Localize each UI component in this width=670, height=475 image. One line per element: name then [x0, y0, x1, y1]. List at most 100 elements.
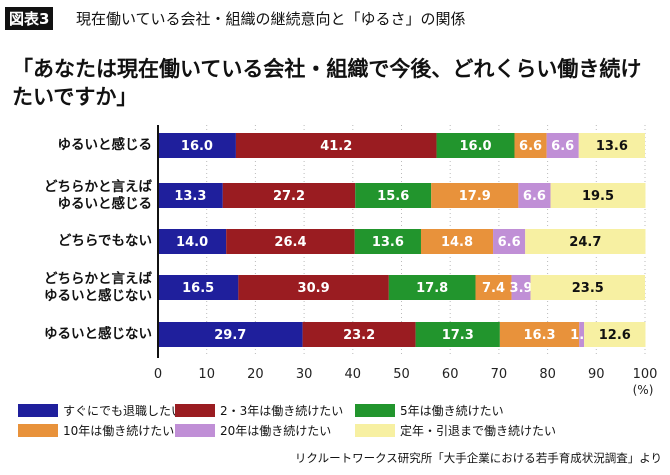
- bar-segment: [222, 183, 356, 208]
- data-label: 16.3: [524, 328, 556, 343]
- bar-segment: [436, 133, 515, 158]
- x-axis-unit: (%): [633, 383, 654, 397]
- data-label: 6.6: [523, 189, 546, 204]
- legend-swatch: [18, 404, 58, 417]
- x-tick-label: 30: [296, 367, 313, 382]
- bar-segment: [493, 229, 526, 254]
- bar-segment: [158, 183, 223, 208]
- data-label: 7.4: [482, 281, 505, 296]
- bar-segment: [475, 275, 512, 300]
- legend-swatch: [355, 424, 395, 437]
- data-label: 27.2: [273, 189, 305, 204]
- bar-segment: [584, 322, 646, 347]
- data-label: 16.0: [181, 139, 213, 154]
- data-label: 6.6: [498, 235, 521, 250]
- bar-segment: [158, 229, 227, 254]
- data-label: 16.0: [459, 139, 491, 154]
- bar-segment: [355, 183, 432, 208]
- bar-segment: [525, 229, 646, 254]
- data-label: 13.3: [174, 189, 206, 204]
- data-label: 17.9: [459, 189, 491, 204]
- legend-swatch: [355, 404, 395, 417]
- bar-segment: [235, 133, 437, 158]
- bar-segment: [546, 133, 579, 158]
- x-tick-label: 50: [393, 367, 410, 382]
- bar-segment: [158, 322, 303, 347]
- x-tick-label: 20: [247, 367, 264, 382]
- bar-segment: [158, 275, 239, 300]
- data-label: 6.6: [551, 139, 574, 154]
- x-tick-label: 90: [588, 367, 605, 382]
- category-label: どちらかと言えば ゆるいと感じる: [44, 178, 152, 212]
- data-label: 41.2: [320, 139, 352, 154]
- legend-label: 20年は働き続けたい: [220, 424, 332, 438]
- data-label: 29.7: [214, 328, 246, 343]
- bar-segment: [354, 229, 421, 254]
- x-tick-label: 80: [539, 367, 556, 382]
- legend-item: 2・3年は働き続けたい: [175, 402, 343, 419]
- data-label: 14.0: [176, 235, 208, 250]
- bar-segment: [518, 183, 551, 208]
- legend-item: 20年は働き続けたい: [175, 422, 331, 439]
- data-label: 3.9: [510, 281, 533, 296]
- legend-label: 5年は働き続けたい: [400, 404, 504, 418]
- data-label: 23.2: [343, 328, 375, 343]
- category-label: どちらかと言えば ゆるいと感じない: [44, 270, 152, 304]
- plot-area: 0 10 20 30 40 50 60 70 80 90 100(%) 16.0 41.2 16.0 6.6…: [154, 125, 658, 397]
- x-tick-label: 70: [491, 367, 508, 382]
- bar-segment: [499, 322, 580, 347]
- bar-segment: [158, 133, 236, 158]
- data-label: 30.9: [298, 281, 330, 296]
- bar-segment: [302, 322, 416, 347]
- bar-segment: [514, 133, 547, 158]
- legend-item: 定年・引退まで働き続けたい: [355, 422, 556, 439]
- bar-segment: [415, 322, 500, 347]
- bar-segment: [511, 275, 531, 300]
- legend-label: すぐにでも退職したい: [63, 404, 184, 418]
- bar-segment: [431, 183, 519, 208]
- bar-segment: [530, 275, 645, 300]
- chart-title: 「あなたは現在働いている会社・組織で今後、どれくらい働き続けたいですか」: [12, 57, 642, 109]
- legend-label: 10年は働き続けたい: [63, 424, 175, 438]
- bar-segment: [388, 275, 476, 300]
- bar-segment: [226, 229, 355, 254]
- legend-item: すぐにでも退職したい: [18, 402, 183, 419]
- category-label: ゆるいと感じる: [57, 137, 153, 153]
- data-label: 14.8: [441, 235, 473, 250]
- data-label: 26.4: [274, 235, 306, 250]
- bar-segment: [420, 229, 494, 254]
- data-label: 13.6: [372, 235, 404, 250]
- legend-swatch: [175, 424, 215, 437]
- data-label: 17.3: [442, 328, 474, 343]
- x-tick-label: 60: [442, 367, 459, 382]
- legend-item: 5年は働き続けたい: [355, 402, 504, 419]
- data-label: 23.5: [572, 281, 604, 296]
- legend-label: 2・3年は働き続けたい: [220, 404, 344, 418]
- source-note: リクルートワークス研究所「大手企業における若手育成状況調査」より: [294, 451, 662, 465]
- legend-swatch: [175, 404, 215, 417]
- data-label: 17.8: [416, 281, 448, 296]
- figure-subtitle: 現在働いている会社・組織の継続意向と「ゆるさ」の関係: [76, 10, 466, 28]
- bar-segment: [550, 183, 646, 208]
- data-label: 24.7: [569, 235, 601, 250]
- data-label: 6.6: [519, 139, 542, 154]
- data-label: 12.6: [599, 328, 631, 343]
- data-label: 15.6: [377, 189, 409, 204]
- legend-swatch: [18, 424, 58, 437]
- x-tick-label: 10: [198, 367, 215, 382]
- figure-label: 図表3: [5, 7, 54, 30]
- category-label: ゆるいと感じない: [44, 326, 152, 342]
- bar-segment: [238, 275, 389, 300]
- bar-segment: [579, 322, 585, 347]
- legend-label: 定年・引退まで働き続けたい: [400, 424, 557, 438]
- category-label: どちらでもない: [57, 233, 152, 249]
- x-tick-label: 100: [633, 367, 658, 382]
- legend-item: 10年は働き続けたい: [18, 422, 174, 439]
- data-label: 13.6: [596, 139, 628, 154]
- x-tick-label: 0: [154, 367, 162, 382]
- data-label: 19.5: [582, 189, 614, 204]
- x-tick-label: 40: [345, 367, 362, 382]
- bar-segment: [578, 133, 645, 158]
- data-label: 16.5: [182, 281, 214, 296]
